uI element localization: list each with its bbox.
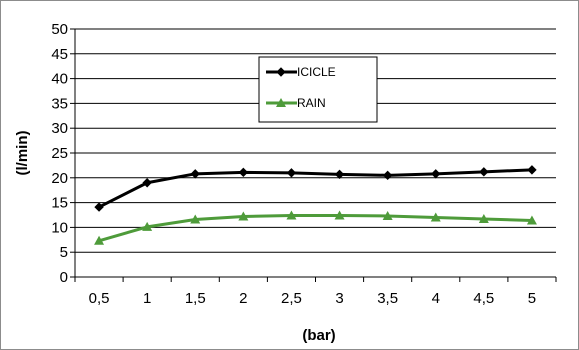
data-point-rain bbox=[190, 214, 201, 224]
x-tick-label: 0,5 bbox=[89, 290, 110, 307]
series-line-rain bbox=[98, 213, 532, 243]
data-point-icicle bbox=[94, 202, 104, 212]
x-axis-title: (bar) bbox=[302, 327, 335, 344]
data-point-rain bbox=[142, 221, 153, 231]
data-point-icicle bbox=[334, 169, 345, 180]
y-tick-label: 5 bbox=[60, 244, 68, 261]
data-point-icicle bbox=[382, 170, 393, 181]
data-point-rain bbox=[430, 212, 441, 222]
legend-marker-rain bbox=[276, 98, 286, 107]
legend-label-icicle: ICICLE bbox=[297, 65, 336, 79]
x-tick-label: 3 bbox=[335, 290, 343, 307]
x-tick-label: 4 bbox=[432, 290, 440, 307]
data-point-rain bbox=[382, 210, 393, 220]
x-tick-label: 1,5 bbox=[185, 290, 206, 307]
y-tick-label: 0 bbox=[60, 269, 68, 286]
y-tick-labels: 0 5 10 15 20 25 30 35 40 45 50 bbox=[51, 21, 68, 286]
data-point-rain bbox=[526, 215, 537, 225]
legend-label-rain: RAIN bbox=[297, 96, 326, 110]
gridlines bbox=[75, 28, 556, 253]
data-point-icicle bbox=[431, 169, 441, 179]
data-point-icicle bbox=[286, 168, 297, 178]
data-point-rain bbox=[478, 213, 489, 223]
series bbox=[94, 165, 537, 245]
x-tick-label: 5 bbox=[528, 290, 536, 307]
y-axis-title: (l/min) bbox=[14, 131, 31, 176]
series-rain bbox=[94, 210, 537, 245]
y-tick-label: 25 bbox=[51, 145, 68, 162]
x-tick-label: 2,5 bbox=[281, 290, 302, 307]
data-point-icicle bbox=[190, 169, 200, 179]
y-tick-label: 45 bbox=[51, 46, 68, 63]
x-tick-label: 3,5 bbox=[377, 290, 398, 307]
data-point-rain bbox=[238, 211, 249, 221]
y-tick-label: 40 bbox=[51, 71, 68, 88]
x-tick-labels: 0,5 1 1,5 2 2,5 3 3,5 4 4,5 5 bbox=[89, 290, 537, 307]
legend-box bbox=[258, 56, 378, 123]
legend-item-icicle: ICICLE bbox=[266, 65, 336, 79]
x-tick-label: 1 bbox=[143, 290, 151, 307]
y-tick-label: 15 bbox=[51, 195, 68, 212]
series-icicle bbox=[94, 165, 537, 212]
data-point-rain bbox=[286, 210, 297, 220]
y-tick-label: 30 bbox=[51, 120, 68, 137]
y-tick-label: 20 bbox=[51, 170, 68, 187]
y-tick-label: 50 bbox=[51, 21, 68, 38]
x-tick-label: 2 bbox=[239, 290, 247, 307]
data-point-icicle bbox=[527, 165, 537, 175]
data-point-icicle bbox=[479, 167, 489, 177]
y-tick-label: 10 bbox=[51, 219, 68, 236]
x-tick-label: 4,5 bbox=[473, 290, 494, 307]
y-tick-label: 35 bbox=[51, 95, 68, 112]
series-line-icicle bbox=[98, 168, 533, 209]
legend-marker-icicle bbox=[276, 67, 286, 77]
data-point-rain bbox=[334, 210, 345, 220]
data-point-icicle bbox=[238, 167, 249, 178]
axes bbox=[70, 28, 557, 282]
legend: ICICLE RAIN bbox=[258, 56, 378, 123]
data-point-rain bbox=[94, 235, 105, 245]
legend-item-rain: RAIN bbox=[266, 96, 326, 110]
data-point-icicle bbox=[142, 178, 152, 188]
